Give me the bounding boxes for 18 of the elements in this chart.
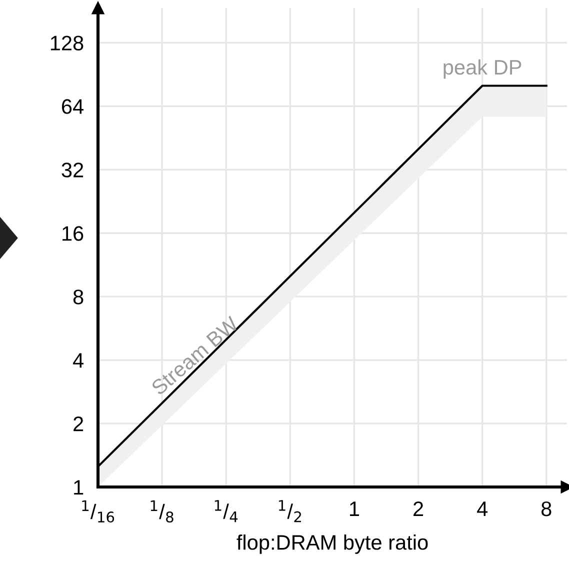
x-tick-label: $^{1}$/$_{4}$ (214, 500, 238, 522)
x-tick-label: $^{1}$/$_{16}$ (82, 500, 114, 523)
y-tick-label: 32 (62, 162, 84, 178)
x-axis-title: flop:DRAM byte ratio (236, 534, 428, 554)
annotation: peak DP (444, 59, 522, 79)
x-tick-label: 1 (350, 502, 359, 516)
y-tick-label: 1 (74, 480, 84, 495)
y-tick-label: 4 (73, 353, 84, 368)
x-tick-label: 2 (414, 501, 424, 516)
x-tick-label: $^{1}$/$_{2}$ (278, 500, 301, 522)
y-tick-label: 8 (73, 290, 84, 304)
x-tick-label: 8 (541, 501, 552, 516)
y-tick-label: 64 (62, 99, 84, 114)
y-tick-label: 2 (74, 416, 84, 432)
x-tick-label: $^{1}$/$_{8}$ (150, 500, 174, 523)
y-tick-label: 16 (62, 226, 84, 241)
y-tick-label: 128 (50, 36, 84, 50)
x-tick-label: 4 (477, 502, 488, 516)
